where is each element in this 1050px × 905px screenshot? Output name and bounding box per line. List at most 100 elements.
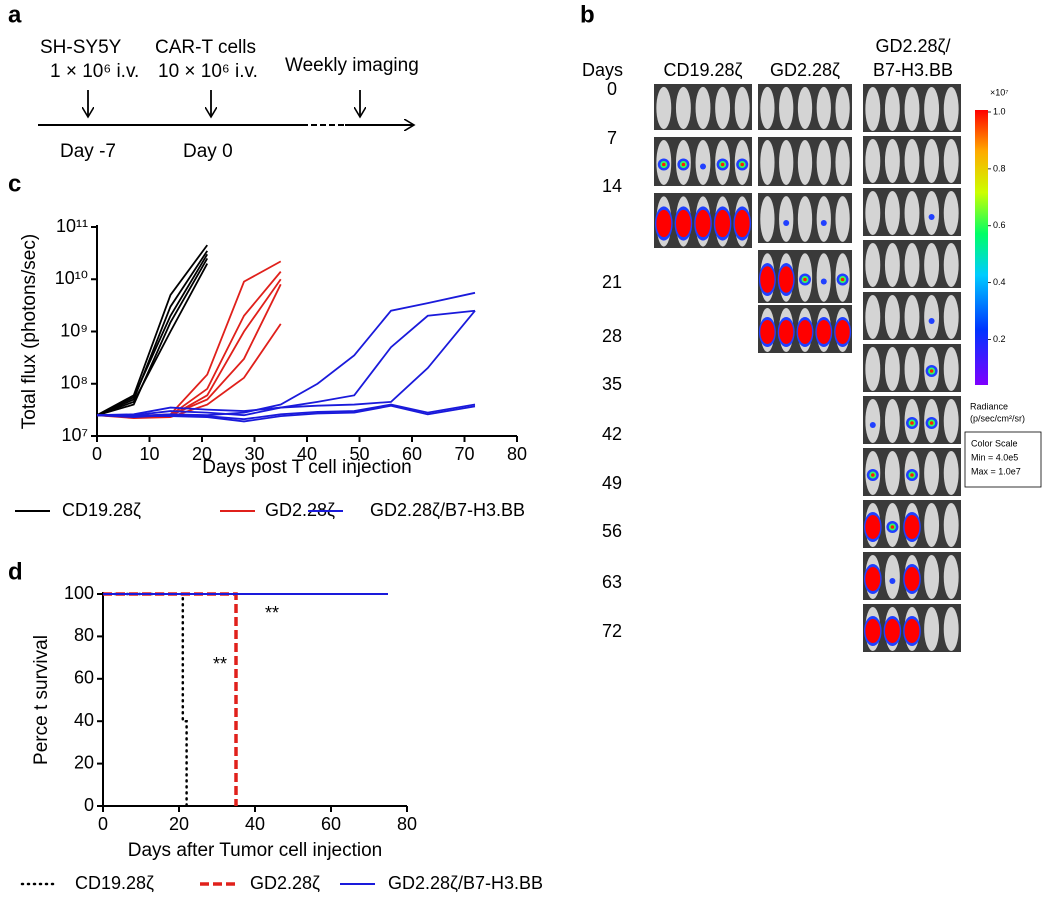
flux-line [96, 258, 209, 417]
y-tick-label: 100 [64, 583, 94, 603]
mouse [865, 243, 881, 287]
mouse [734, 86, 750, 130]
signal [797, 320, 813, 344]
signal [681, 162, 686, 167]
legend-label: CD19.28ζ [62, 500, 141, 520]
mouse [816, 140, 831, 185]
signal [779, 266, 794, 293]
mouse [779, 86, 794, 130]
significance: ** [213, 654, 227, 674]
mouse [715, 86, 731, 130]
colorbar-tick-label: 0.4 [993, 277, 1006, 287]
step-day: Day -7 [60, 141, 116, 162]
mouse [924, 295, 940, 339]
signal [889, 578, 896, 584]
mouse [884, 139, 900, 183]
legend-label: CD19.28ζ [75, 873, 154, 893]
signal [910, 421, 914, 425]
signal [760, 266, 775, 293]
signal [865, 567, 881, 591]
mouse [865, 191, 881, 235]
mouse [943, 87, 959, 131]
signal [884, 619, 900, 643]
y-axis-label: Total flux (photons/sec) [19, 234, 40, 429]
colorbar-tick-label: 1.0 [993, 106, 1006, 116]
panel-d: d 0 20 40 60 80 100 0 20 40 60 80 Days after Tumor c… [8, 558, 543, 892]
x-tick-label: 80 [507, 444, 527, 464]
flux-line [96, 291, 476, 418]
mouse [904, 243, 920, 287]
x-tick-label: 70 [454, 444, 474, 464]
signal [865, 515, 881, 539]
signal [675, 209, 691, 238]
step-dose: 1 × 10⁶ i.v. [50, 61, 139, 82]
mouse [797, 140, 813, 185]
signal [662, 162, 666, 167]
colorbar-title: Radiance [970, 401, 1008, 411]
x-tick-label: 20 [192, 444, 212, 464]
x-tick-label: 40 [245, 814, 265, 834]
flux-line [96, 278, 282, 419]
step-title: SH-SY5Y [40, 37, 122, 58]
mouse [943, 399, 959, 443]
mouse [835, 86, 850, 130]
colorbar-tick-label: 0.6 [993, 220, 1006, 230]
mouse [924, 243, 940, 287]
column-header: CD19.28ζ [664, 60, 743, 80]
x-axis-label: Days post T cell injection [202, 457, 411, 478]
signal [695, 209, 711, 238]
x-tick-label: 60 [402, 444, 422, 464]
mouse [924, 607, 940, 651]
survival-line [103, 592, 238, 806]
y-axis-label: Perce t survival [31, 635, 52, 765]
y-tick-label: 60 [74, 668, 94, 688]
signal [929, 421, 934, 425]
day-label: 0 [607, 79, 617, 99]
column-header: GD2.28ζ [770, 60, 840, 80]
x-tick-label: 40 [297, 444, 317, 464]
mouse [779, 140, 794, 185]
mouse [695, 140, 711, 185]
signal [904, 619, 920, 643]
signal [910, 473, 914, 477]
mouse [695, 86, 711, 130]
mouse [943, 139, 959, 183]
mouse [865, 347, 881, 391]
mouse [943, 295, 959, 339]
signal [760, 320, 775, 344]
signal [803, 277, 807, 282]
mouse [924, 451, 940, 495]
scale-text: Max = 1.0e7 [971, 466, 1021, 476]
day-label: 72 [602, 621, 622, 641]
mouse [884, 191, 900, 235]
mouse [943, 347, 959, 391]
signal [840, 277, 845, 282]
signal [734, 209, 750, 238]
mouse [924, 503, 940, 547]
legend-label: GD2.28ζ [250, 873, 320, 893]
mouse [835, 140, 850, 185]
scale-box [964, 431, 1042, 488]
scale-text: Min = 4.0e5 [971, 452, 1018, 462]
signal [865, 619, 881, 643]
mouse [943, 503, 959, 547]
x-tick-label: 30 [244, 444, 264, 464]
mouse [865, 399, 881, 443]
day-label: 7 [607, 128, 617, 148]
signal [656, 209, 672, 238]
day-label: 28 [602, 326, 622, 346]
mouse [835, 196, 850, 242]
signal [904, 515, 920, 539]
signal [820, 220, 827, 226]
signal [816, 320, 831, 344]
signal [783, 220, 790, 226]
signal [928, 318, 935, 324]
mouse [656, 86, 672, 130]
step-dose: 10 × 10⁶ i.v. [158, 61, 258, 82]
step-day: Day 0 [183, 141, 233, 162]
signal [928, 214, 935, 220]
y-tick-label: 0 [84, 795, 94, 815]
day-label: 14 [602, 176, 622, 196]
mouse [884, 243, 900, 287]
